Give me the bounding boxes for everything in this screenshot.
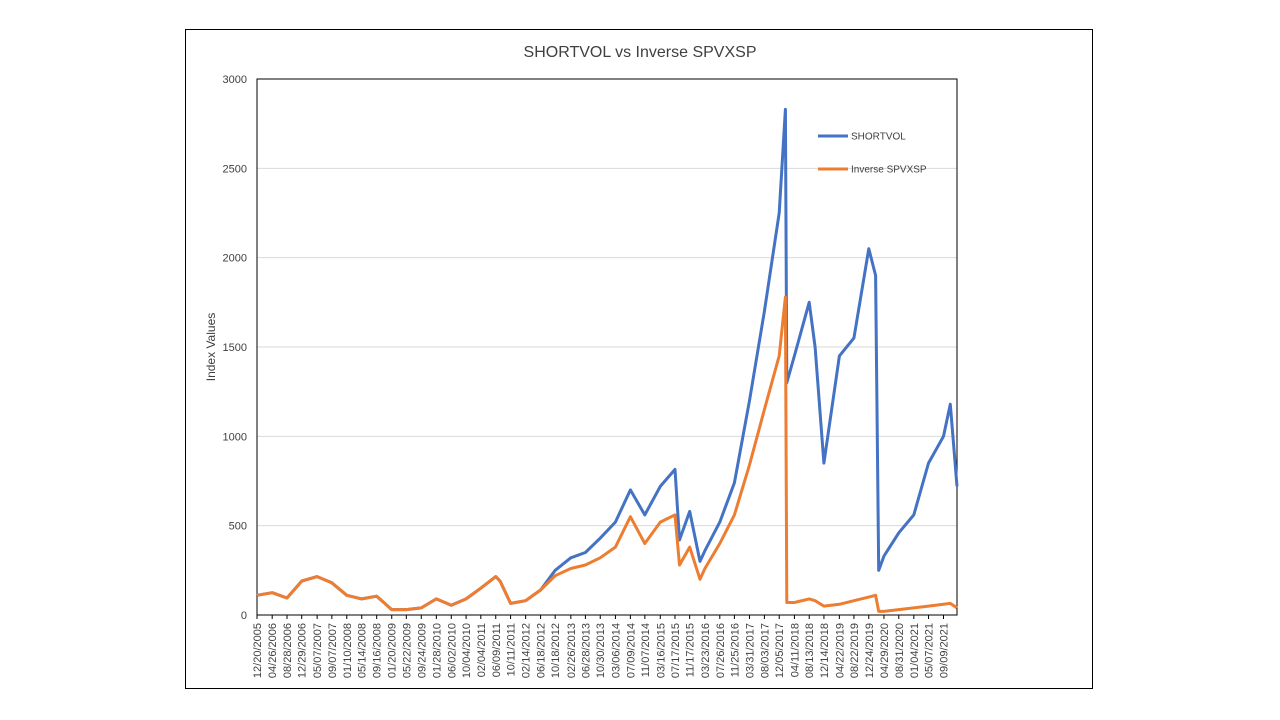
x-tick-label: 12/05/2017 (774, 623, 786, 678)
x-tick-label: 01/04/2021 (909, 623, 921, 678)
x-tick-label: 08/13/2018 (804, 623, 816, 678)
series-lines (256, 107, 959, 613)
x-tick-label: 02/26/2013 (566, 623, 578, 678)
x-tick-label: 10/11/2011 (506, 623, 518, 676)
x-tick-label: 01/10/2008 (342, 623, 354, 678)
x-tick-label: 11/25/2016 (729, 623, 741, 677)
y-tick-label: 2000 (223, 253, 247, 265)
x-tick-label: 04/22/2019 (834, 623, 846, 678)
x-tick-label: 05/22/2009 (401, 623, 413, 678)
y-tick-label: 0 (241, 610, 247, 622)
y-axis-ticks: 0 500 1000 1500 2000 2500 3000 (223, 74, 247, 622)
y-tick-label: 500 (229, 521, 247, 533)
x-tick-label: 06/28/2013 (580, 623, 592, 678)
x-tick-label: 02/14/2012 (521, 623, 533, 678)
series-line-inverse-spvxsp (256, 295, 958, 613)
x-tick-label: 08/22/2019 (849, 623, 861, 678)
x-tick-label: 09/24/2009 (416, 623, 428, 678)
chart-frame (185, 29, 1093, 689)
x-tick-label: 08/28/2006 (282, 623, 294, 678)
x-tick-label: 01/28/2010 (431, 623, 443, 678)
x-tick-label: 07/09/2014 (625, 623, 637, 678)
x-tick-label: 08/31/2020 (894, 623, 906, 678)
x-tick-label: 10/18/2012 (550, 623, 562, 678)
x-tick-label: 08/03/2017 (759, 623, 771, 678)
series-line-shortvol (256, 107, 959, 612)
chart-title: SHORTVOL vs Inverse SPVXSP (524, 44, 757, 61)
x-tick-label: 05/07/2007 (312, 623, 324, 678)
x-tick-label: 05/14/2008 (357, 623, 369, 678)
x-tick-label: 05/07/2021 (924, 623, 936, 678)
x-tick-label: 04/29/2020 (879, 623, 891, 678)
x-tick-label: 11/17/2015 (685, 623, 697, 677)
legend-label: SHORTVOL (851, 132, 906, 143)
y-tick-label: 1500 (223, 342, 247, 354)
x-tick-label: 07/17/2015 (670, 623, 682, 678)
x-tick-label: 06/02/2010 (446, 623, 458, 678)
x-tick-label: 09/16/2008 (372, 623, 384, 678)
legend-label: Inverse SPVXSP (851, 165, 927, 176)
legend: SHORTVOL Inverse SPVXSP (818, 132, 927, 176)
x-tick-label: 10/30/2013 (595, 623, 607, 678)
x-tick-label: 12/20/2005 (252, 623, 264, 678)
plot-area (256, 78, 958, 616)
x-tick-label: 12/24/2019 (864, 623, 876, 678)
x-tick-label: 10/04/2010 (461, 623, 473, 678)
y-tick-label: 3000 (223, 74, 247, 86)
x-tick-label: 12/29/2006 (297, 623, 309, 678)
x-tick-label: 12/14/2018 (819, 623, 831, 678)
x-tick-label: 07/26/2016 (715, 623, 727, 678)
x-tick-label: 03/16/2015 (655, 623, 667, 678)
x-tick-label: 03/06/2014 (610, 623, 622, 678)
y-tick-label: 2500 (223, 163, 247, 175)
x-tick-label: 06/09/2011 (491, 623, 503, 677)
y-axis-label: Index Values (204, 313, 218, 382)
x-tick-label: 09/07/2007 (327, 623, 339, 678)
x-tick-label: 09/09/2021 (938, 623, 950, 678)
x-tick-label: 04/11/2018 (789, 623, 801, 677)
x-tick-label: 03/23/2016 (700, 623, 712, 678)
y-tick-label: 1000 (223, 431, 247, 443)
x-tick-label: 01/20/2009 (387, 623, 399, 678)
gridlines (257, 167, 957, 527)
x-tick-label: 02/04/2011 (476, 623, 488, 677)
x-tick-label: 11/07/2014 (640, 623, 652, 677)
x-tick-label: 06/18/2012 (536, 623, 548, 678)
x-axis-ticks: 12/20/2005 04/26/2006 08/28/2006 12/29/2006… (252, 615, 950, 678)
x-tick-label: 03/31/2017 (744, 623, 756, 678)
x-tick-label: 04/26/2006 (267, 623, 279, 678)
